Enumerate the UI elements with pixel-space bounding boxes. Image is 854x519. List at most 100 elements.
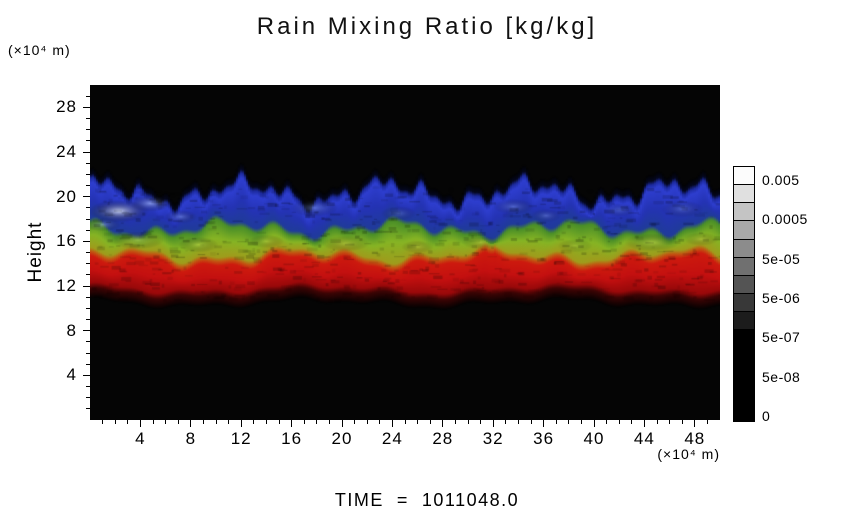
y-minor-tick [86,252,90,253]
x-minor-tick [618,420,620,424]
x-minor-tick [202,420,204,424]
y-major-tick [83,240,90,242]
x-tick-label: 28 [432,429,454,448]
x-minor-tick [404,420,406,424]
heatmap-canvas [90,85,720,420]
colorbar-segment [734,221,754,240]
x-minor-tick [631,420,633,424]
colorbar-segment [734,330,754,349]
x-minor-tick [228,420,230,424]
y-axis-unit-label: (×10⁴ m) [8,42,71,58]
y-minor-tick [86,129,90,131]
x-minor-tick [417,420,419,424]
x-minor-tick [505,420,507,424]
y-minor-tick [86,95,90,97]
x-minor-tick [366,420,368,424]
colorbar-segment [734,167,754,186]
x-tick-label: 48 [684,429,706,448]
y-minor-tick [86,341,90,343]
colorbar-tick-label: 0.0005 [762,211,808,228]
y-minor-tick [86,207,90,209]
y-minor-tick [86,363,90,365]
y-tick-label: 12 [56,276,77,295]
x-minor-tick [555,420,557,424]
x-tick-label: 16 [281,429,303,448]
y-tick-label: 20 [56,186,77,206]
x-minor-tick [177,420,179,424]
x-axis: 4 8 12 16 20 24 28 32 36 40 44 48 [90,420,720,465]
x-minor-tick [152,420,154,424]
colorbar-tick-label: 5e-06 [762,289,801,306]
x-tick-label: 44 [633,429,655,448]
colorbar-tick-label: 5e-05 [762,250,801,267]
y-major-tick [83,196,90,198]
y-minor-tick [86,118,90,119]
x-minor-tick [278,420,280,424]
colorbar [733,166,755,422]
y-major-tick [83,330,90,332]
x-tick-label: 40 [583,429,605,448]
x-major-tick [341,420,343,427]
colorbar-segment [734,402,754,421]
x-minor-tick [253,420,255,424]
y-minor-tick [86,218,90,220]
x-major-tick [391,420,393,427]
colorbar-segment [734,293,754,313]
y-minor-tick [86,263,90,265]
x-minor-tick [568,420,570,424]
y-major-tick [83,151,90,153]
y-minor-tick [86,319,90,320]
x-minor-tick [114,420,116,424]
y-minor-tick [86,397,90,399]
x-minor-tick [165,420,167,424]
x-minor-tick [316,420,318,424]
x-major-tick [492,420,494,427]
x-minor-tick [454,420,456,424]
y-tick-label: 4 [66,365,77,385]
x-major-tick [190,420,192,427]
y-major-tick [83,374,90,376]
y-minor-tick [86,229,90,231]
time-label: TIME = 1011048.0 [334,490,520,510]
y-minor-tick [86,408,90,410]
plot-area [90,85,720,420]
colorbar-segment [734,366,754,385]
y-tick-label: 8 [66,320,77,340]
x-minor-tick [354,420,356,424]
x-minor-tick [606,420,608,424]
y-tick-label: 24 [56,142,77,161]
colorbar-segment [734,348,754,367]
y-tick-label: 16 [56,231,77,251]
x-tick-label: 8 [185,429,197,448]
x-minor-tick [480,420,482,424]
y-minor-tick [86,185,90,186]
colorbar-tick-label: 5e-07 [762,329,801,346]
y-minor-tick [86,352,90,354]
x-minor-tick [379,420,381,424]
x-tick-label: 24 [381,429,403,448]
y-minor-tick [86,296,90,298]
y-major-tick [83,285,90,287]
colorbar-tick-label: 0.005 [762,171,800,188]
colorbar-segment [734,275,754,294]
y-minor-tick [86,307,90,309]
x-tick-label: 4 [135,429,146,448]
y-major-tick [83,106,90,108]
colorbar-segment [734,203,754,222]
colorbar-segment [734,257,754,276]
x-major-tick [593,420,595,427]
x-minor-tick [681,420,683,424]
y-minor-tick [86,386,90,387]
x-minor-tick [303,420,305,424]
x-tick-label: 20 [331,429,353,448]
x-minor-tick [467,420,469,424]
x-minor-tick [102,420,104,424]
colorbar-segment [734,384,754,403]
colorbar-labels: 0.005 0.0005 5e-05 5e-06 5e-07 5e-08 0 [762,166,852,424]
x-axis-unit-label: (×10⁴ m) [657,446,720,462]
x-minor-tick [328,420,330,424]
x-tick-label: 12 [230,429,252,448]
x-tick-label: 36 [533,429,555,448]
x-minor-tick [517,420,519,424]
y-tick-label: 28 [56,97,77,117]
